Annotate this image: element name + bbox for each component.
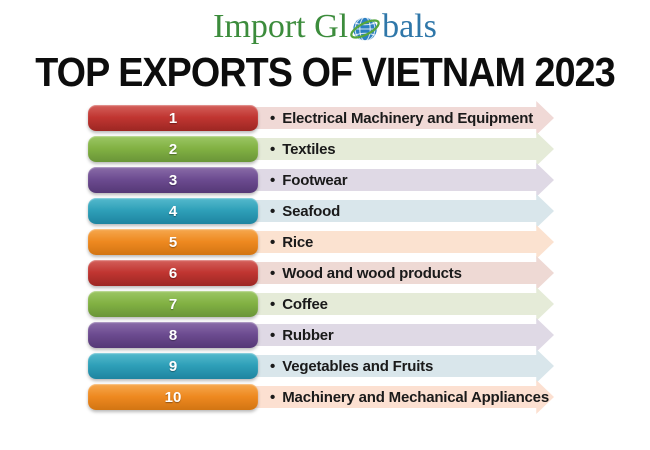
export-label: Electrical Machinery and Equipment <box>282 109 534 127</box>
page-title: TOP EXPORTS OF VIETNAM 2023 <box>35 49 615 95</box>
rank-pill: 8 <box>88 322 258 348</box>
bullet-icon: • <box>270 357 276 375</box>
rank-pill: 5 <box>88 229 258 255</box>
rank-pill: 10 <box>88 384 258 410</box>
export-arrow-band: • Vegetables and Fruits <box>248 349 554 383</box>
rank-number: 7 <box>168 295 178 313</box>
export-arrow-band: • Textiles <box>248 132 554 166</box>
rank-row-10: • Machinery and Mechanical Appliances 10 <box>88 380 650 414</box>
rank-number: 10 <box>164 388 182 406</box>
rank-row-3: • Footwear 3 <box>88 163 650 197</box>
export-arrow-band: • Rubber <box>248 318 554 352</box>
export-label: Rubber <box>282 326 334 344</box>
export-arrow-band: • Machinery and Mechanical Appliances <box>248 380 554 414</box>
brand-logo: Import Gl bals <box>0 0 650 46</box>
rank-row-1: • Electrical Machinery and Equipment 1 <box>88 101 650 135</box>
export-arrow-band: • Seafood <box>248 194 554 228</box>
export-arrow-band: • Coffee <box>248 287 554 321</box>
logo-text-right: bals <box>382 7 437 45</box>
bullet-icon: • <box>270 264 276 282</box>
rank-pill: 2 <box>88 136 258 162</box>
rank-number: 8 <box>168 326 178 344</box>
export-label: Footwear <box>282 171 348 189</box>
rank-pill: 6 <box>88 260 258 286</box>
rank-row-2: • Textiles 2 <box>88 132 650 166</box>
bullet-icon: • <box>270 233 276 251</box>
rank-number: 1 <box>168 109 178 127</box>
export-label: Seafood <box>282 202 341 220</box>
rank-pill: 1 <box>88 105 258 131</box>
bullet-icon: • <box>270 326 276 344</box>
rank-row-9: • Vegetables and Fruits 9 <box>88 349 650 383</box>
rank-pill: 7 <box>88 291 258 317</box>
export-label: Machinery and Mechanical Appliances <box>282 388 549 406</box>
ranking-list: • Electrical Machinery and Equipment 1 •… <box>0 101 650 414</box>
rank-number: 2 <box>168 140 178 158</box>
rank-number: 4 <box>168 202 178 220</box>
rank-pill: 3 <box>88 167 258 193</box>
rank-number: 9 <box>168 357 178 375</box>
rank-row-8: • Rubber 8 <box>88 318 650 352</box>
rank-number: 3 <box>168 171 178 189</box>
bullet-icon: • <box>270 202 276 220</box>
export-label: Coffee <box>282 295 328 313</box>
rank-row-6: • Wood and wood products 6 <box>88 256 650 290</box>
rank-pill: 4 <box>88 198 258 224</box>
export-arrow-band: • Rice <box>248 225 554 259</box>
bullet-icon: • <box>270 388 276 406</box>
export-label: Wood and wood products <box>282 264 462 282</box>
globe-icon <box>349 13 381 45</box>
rank-pill: 9 <box>88 353 258 379</box>
export-label: Vegetables and Fruits <box>282 357 434 375</box>
export-label: Rice <box>282 233 314 251</box>
export-label: Textiles <box>282 140 336 158</box>
rank-row-7: • Coffee 7 <box>88 287 650 321</box>
export-arrow-band: • Electrical Machinery and Equipment <box>248 101 554 135</box>
bullet-icon: • <box>270 171 276 189</box>
rank-row-5: • Rice 5 <box>88 225 650 259</box>
rank-number: 6 <box>168 264 178 282</box>
bullet-icon: • <box>270 109 276 127</box>
rank-number: 5 <box>168 233 178 251</box>
bullet-icon: • <box>270 295 276 313</box>
export-arrow-band: • Wood and wood products <box>248 256 554 290</box>
logo-text-left: Import Gl <box>213 7 349 45</box>
bullet-icon: • <box>270 140 276 158</box>
export-arrow-band: • Footwear <box>248 163 554 197</box>
rank-row-4: • Seafood 4 <box>88 194 650 228</box>
